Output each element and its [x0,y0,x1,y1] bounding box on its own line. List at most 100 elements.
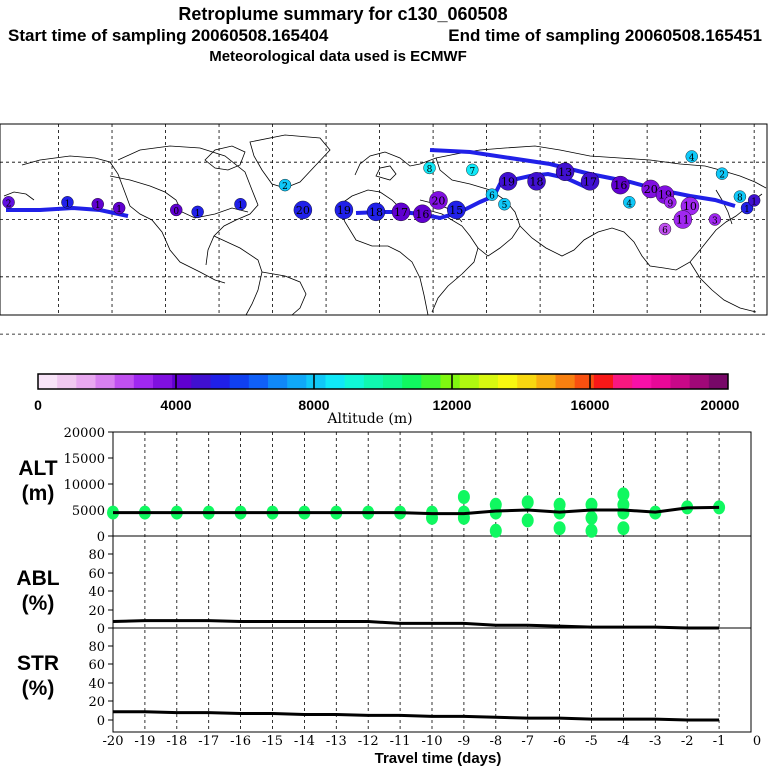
colorbar-cell [172,374,192,389]
colorbar-cell [153,374,173,389]
colorbar-label: Altitude (m) [326,411,412,427]
alt-spread-dot [553,521,566,536]
colorbar-cell [440,374,461,389]
x-tick-label: -11 [390,734,411,749]
colorbar-cell [478,374,499,389]
alt-y-tick: 15000 [64,452,105,467]
colorbar-cell [613,374,633,389]
alt-median-line [113,505,720,516]
colorbar-cell [651,374,671,389]
map-marker-label: 8 [737,194,743,204]
alt-spread-dot [489,523,502,538]
map-marker [112,201,126,215]
map-marker [658,222,672,236]
map-marker [447,200,466,220]
abl-y-tick: 0 [97,622,105,637]
map-marker [334,200,354,220]
map-marker [740,201,754,215]
colorbar-cell [38,374,58,389]
colorbar-cell [268,374,288,389]
colorbar-tick: 16000 [571,397,610,413]
map-marker [366,202,386,222]
alt-spread-dot [553,497,566,512]
map-marker-label: 19 [501,175,515,188]
map-marker-label: 2 [282,182,288,192]
str-panel-label: STR [17,652,59,675]
colorbar-cell [574,374,595,389]
abl-y-tick: 60 [88,567,105,582]
alt-spread-dot [585,523,598,538]
colorbar-tick: 4000 [160,397,191,413]
map-marker-label: 19 [337,204,351,217]
map-marker [498,172,518,191]
colorbar-cell [632,374,652,389]
colorbar-cell [670,374,691,389]
map-marker-label: 17 [394,206,408,219]
x-tick-label: -14 [294,734,315,749]
colorbar-cell [306,374,326,389]
alt-spread-dot [457,490,470,504]
colorbar-tick: 0 [34,397,42,413]
start-time-label: Start time of sampling 20060508.165404 [8,26,329,45]
colorbar-cell [517,374,537,389]
colorbar-major-ticks [175,374,591,389]
abl-panel-unit: (%) [22,592,55,615]
map-marker [429,191,448,210]
x-tick-label: -4 [617,734,630,749]
map-marker-label: 1 [744,205,750,215]
colorbar-cell [363,374,384,389]
abl-line [112,619,720,630]
map-marker-label: 0 [173,207,179,217]
x-tick-label: -3 [649,734,662,749]
map-marker-label: 1 [751,197,757,207]
colorbar-cells [38,374,729,389]
map-marker-label: 11 [676,214,690,227]
map-marker-label: 6 [489,192,495,202]
colorbar-cell [459,374,480,389]
x-tick-label: -5 [585,734,598,749]
str-y-tick: 60 [88,658,105,673]
map-marker [170,203,183,217]
alt-panel-unit: (m) [22,482,55,505]
colorbar-cell [325,374,346,389]
map-marker-label: 1 [116,205,122,215]
map-marker-label: 1 [195,209,201,219]
colorbar-cell [191,374,211,389]
alt-spread-dot [617,521,630,536]
map-marker-label: 2 [6,199,12,209]
colorbar-cell [287,374,307,389]
map-marker [466,163,479,177]
map-marker-label: 10 [683,200,697,213]
time-series-panels: ALT (m) ABL (%) STR (%) 20000 15000 1000… [16,426,761,767]
map-marker [413,204,432,223]
x-tick-label: -8 [489,734,502,749]
map-marker-label: 20 [644,183,658,196]
alt-y-tick: 0 [97,530,105,545]
alt-spread-dot [521,495,534,510]
map-marker [234,198,247,211]
x-tick-label: 0 [753,734,761,749]
map-marker-label: 7 [469,167,475,177]
end-time-label: End time of sampling 20060508.165451 [448,26,762,45]
colorbar-frame [37,373,729,390]
colorbar-cell [76,374,96,389]
map-marker-label: 17 [583,175,597,188]
map-marker [191,205,204,219]
x-tick-label: -13 [326,734,347,749]
colorbar-tick: 12000 [433,397,472,413]
str-line [113,710,720,722]
x-tick-label: -6 [553,734,566,749]
map-marker-label: 18 [530,175,544,188]
alt-spread-dot [617,497,630,512]
map-marker-label: 13 [558,166,572,179]
map-marker [611,175,630,195]
map-marker-label: 1 [65,199,71,209]
str-y-tick: 40 [88,677,105,692]
alt-y-tick: 10000 [64,478,105,493]
altitude-colorbar: 0 4000 8000 12000 16000 20000 Altitude (… [34,373,740,427]
colorbar-cell [689,374,710,389]
panel-grid [144,432,720,732]
colorbar-cell [708,374,729,389]
